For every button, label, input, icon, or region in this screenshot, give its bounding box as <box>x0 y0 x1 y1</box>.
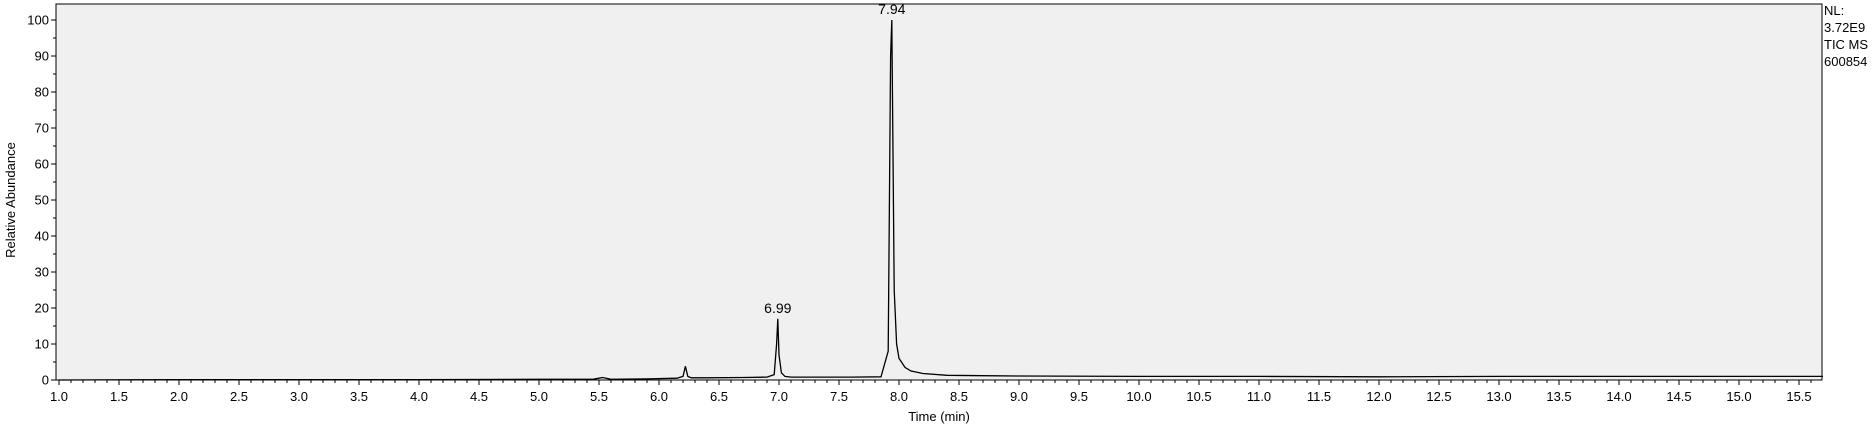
x-tick-label: 15.0 <box>1726 389 1751 404</box>
x-tick-label: 11.5 <box>1307 389 1331 404</box>
x-tick-label: 15.5 <box>1786 389 1811 404</box>
x-tick-label: 13.5 <box>1546 389 1571 404</box>
x-tick-label: 13.0 <box>1486 389 1511 404</box>
x-tick-label: 5.5 <box>590 389 608 404</box>
x-tick-label: 7.5 <box>830 389 848 404</box>
x-tick-label: 3.0 <box>290 389 308 404</box>
nl-label: NL: <box>1824 3 1845 18</box>
x-axis-title: Time (min) <box>908 409 970 424</box>
nl-value: 3.72E9 <box>1824 20 1866 35</box>
y-tick-label: 10 <box>35 337 49 352</box>
peak-labels: 6.99 7.94 <box>764 1 905 316</box>
x-tick-label: 12.0 <box>1366 389 1391 404</box>
x-tick-label: 12.5 <box>1426 389 1451 404</box>
y-axis: 0 10 20 30 40 50 60 70 80 90 100 <box>27 13 56 388</box>
x-tick-label: 4.0 <box>410 389 428 404</box>
y-axis-title: Relative Abundance <box>3 142 18 258</box>
x-tick-label: 1.0 <box>50 389 68 404</box>
y-tick-label: 90 <box>35 49 49 64</box>
x-tick-label: 2.0 <box>170 389 188 404</box>
x-tick-label: 8.5 <box>950 389 968 404</box>
trace-type: TIC MS <box>1824 37 1869 52</box>
tic-trace-line <box>58 19 1823 381</box>
x-tick-label: 2.5 <box>230 389 248 404</box>
y-tick-label: 70 <box>35 121 49 136</box>
x-tick-label: 5.0 <box>530 389 548 404</box>
y-tick-label: 30 <box>35 265 49 280</box>
x-axis: 1.0 1.5 2.0 2.5 3.0 3.5 4.0 4.5 5.0 5.5 6.0 6.5 7.0 7… <box>50 380 1812 404</box>
y-tick-label: 0 <box>42 373 49 388</box>
sample-id: 600854 <box>1824 54 1868 69</box>
x-tick-label: 8.0 <box>890 389 908 404</box>
y-tick-label: 100 <box>27 13 49 28</box>
peak-label: 7.94 <box>878 1 905 17</box>
x-tick-label: 6.0 <box>650 389 668 404</box>
x-tick-label: 4.5 <box>470 389 488 404</box>
x-tick-label: 14.5 <box>1666 389 1691 404</box>
peak-label: 6.99 <box>764 300 791 316</box>
x-tick-label: 14.0 <box>1606 389 1631 404</box>
y-tick-label: 80 <box>35 85 49 100</box>
y-tick-label: 20 <box>35 301 49 316</box>
x-tick-label: 10.0 <box>1126 389 1151 404</box>
trace-info-block: NL: 3.72E9 TIC MS 600854 <box>1824 2 1868 70</box>
y-tick-label: 40 <box>35 229 49 244</box>
x-tick-label: 6.5 <box>710 389 728 404</box>
x-tick-label: 7.0 <box>770 389 788 404</box>
y-tick-label: 50 <box>35 193 49 208</box>
plot-area <box>55 3 1823 381</box>
x-tick-label: 9.5 <box>1070 389 1088 404</box>
x-tick-label: 1.5 <box>110 389 128 404</box>
x-tick-label: 10.5 <box>1186 389 1211 404</box>
y-tick-label: 60 <box>35 157 49 172</box>
x-tick-label: 3.5 <box>350 389 368 404</box>
x-tick-label: 9.0 <box>1010 389 1028 404</box>
x-tick-label: 11.0 <box>1247 389 1271 404</box>
